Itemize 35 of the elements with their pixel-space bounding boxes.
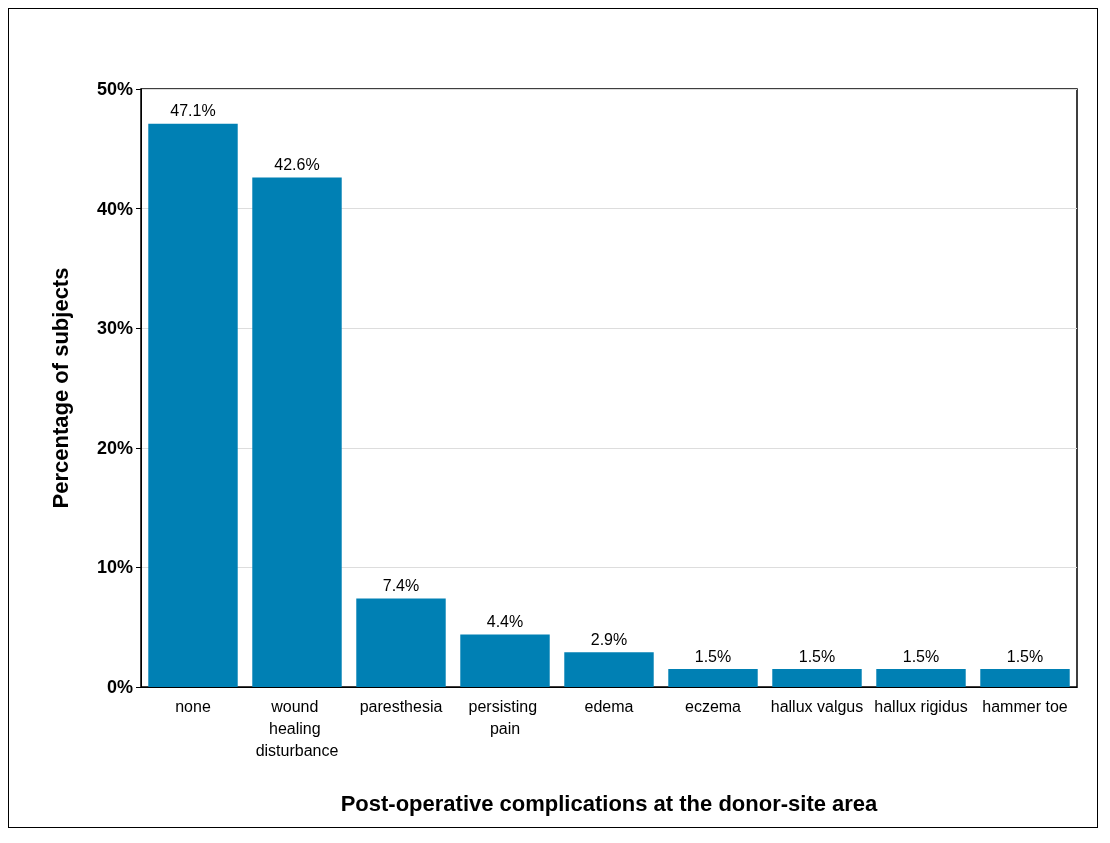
bar: [772, 669, 862, 687]
bar: [252, 177, 342, 687]
data-label: 1.5%: [1006, 647, 1044, 665]
data-label: 1.5%: [902, 647, 940, 665]
bar: [564, 652, 654, 687]
y-tick-label: 10%: [96, 557, 133, 578]
data-label: 2.9%: [590, 630, 628, 648]
data-label: 42.6%: [274, 156, 320, 173]
x-axis-title: Post-operative complications at the donor-site area: [340, 790, 879, 816]
data-label: 1.5%: [694, 647, 732, 665]
y-axis-title: Percentage of subjects: [47, 267, 73, 509]
x-tick-label: edema: [584, 697, 634, 715]
x-tick-label: hallux rigidus: [874, 697, 968, 715]
bar: [876, 669, 966, 687]
y-tick-label: 50%: [96, 79, 133, 99]
bar: [148, 123, 238, 687]
x-tick-label: persisting pain: [468, 697, 542, 737]
data-label: 47.1%: [170, 102, 216, 120]
y-tick-label: 0%: [106, 677, 133, 697]
x-tick-label: eczema: [684, 697, 742, 715]
data-label: 1.5%: [798, 647, 836, 665]
bar: [668, 669, 758, 687]
bar: [460, 634, 550, 687]
data-label: 4.4%: [486, 612, 524, 630]
x-tick-label: none: [175, 697, 211, 715]
x-tick-label: hallux valgus: [770, 697, 864, 715]
y-tick-label: 20%: [96, 437, 133, 458]
x-tick-label: hammer toe: [982, 697, 1068, 715]
data-label: 7.4%: [382, 577, 420, 594]
y-tick-label: 30%: [96, 318, 133, 339]
bar: [980, 669, 1070, 687]
y-tick-label: 40%: [96, 198, 133, 219]
x-tick-label: paresthesia: [359, 697, 443, 715]
bar: [356, 598, 446, 687]
x-tick-label: wound healing disturbance: [255, 697, 339, 759]
